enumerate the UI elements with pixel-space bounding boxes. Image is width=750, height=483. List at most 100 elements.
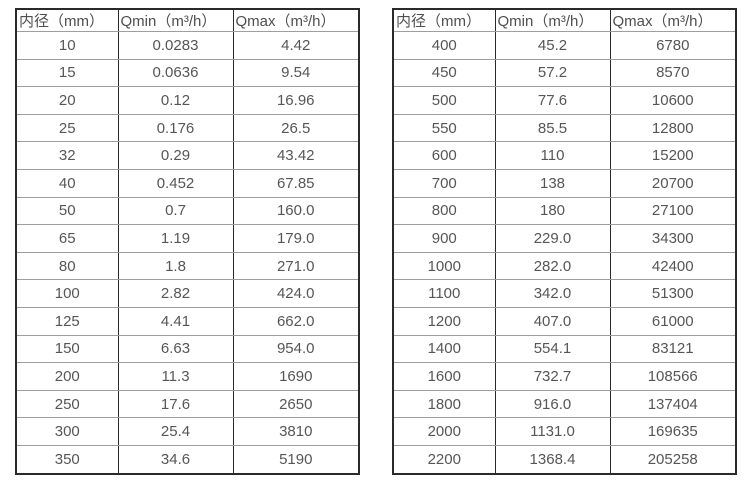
qmax-cell: 2650 — [232, 389, 360, 419]
qmax-cell: 169635 — [609, 417, 737, 446]
qmin-cell: 85.5 — [494, 113, 611, 143]
diameter-cell: 800 — [392, 196, 496, 226]
qmax-cell: 51300 — [609, 279, 737, 308]
diameter-cell: 1000 — [392, 251, 496, 281]
table-row: 15 0.0636 9.54 — [15, 58, 360, 88]
qmin-cell: 0.29 — [117, 141, 234, 170]
qmin-cell: 11.3 — [117, 362, 234, 391]
table-row: 65 1.19 179.0 — [15, 224, 360, 253]
qmin-cell: 229.0 — [494, 224, 611, 253]
table-row: 600 110 15200 — [392, 141, 737, 170]
qmax-cell: 179.0 — [232, 224, 360, 253]
diameter-cell: 300 — [15, 417, 119, 446]
flow-spec-table-small-diameters: 内径（mm） Qmin（m³/h） Qmax（m³/h） 10 0.0283 4.4… — [15, 8, 360, 475]
diameter-cell: 1600 — [392, 362, 496, 391]
table-row: 350 34.6 5190 — [15, 444, 360, 475]
qmax-cell: 43.42 — [232, 141, 360, 170]
table-row: 1100 342.0 51300 — [392, 279, 737, 308]
table-row: 500 77.6 10600 — [392, 86, 737, 115]
table-row: 550 85.5 12800 — [392, 113, 737, 143]
qmax-cell: 6780 — [609, 31, 737, 60]
diameter-cell: 150 — [15, 334, 119, 364]
diameter-cell: 20 — [15, 86, 119, 115]
qmax-cell: 10600 — [609, 86, 737, 115]
diameter-cell: 10 — [15, 31, 119, 60]
qmin-cell: 0.0636 — [117, 58, 234, 88]
qmin-cell: 342.0 — [494, 279, 611, 308]
table-row: 2200 1368.4 205258 — [392, 444, 737, 475]
table-row: 1000 282.0 42400 — [392, 251, 737, 281]
qmax-cell: 3810 — [232, 417, 360, 446]
qmin-cell: 0.0283 — [117, 31, 234, 60]
diameter-cell: 50 — [15, 196, 119, 226]
qmin-cell: 732.7 — [494, 362, 611, 391]
qmax-cell: 27100 — [609, 196, 737, 226]
qmin-cell: 110 — [494, 141, 611, 170]
diameter-cell: 2000 — [392, 417, 496, 446]
column-header-qmax: Qmax（m³/h） — [232, 8, 360, 32]
qmin-cell: 4.41 — [117, 306, 234, 336]
table-row: 100 2.82 424.0 — [15, 279, 360, 308]
qmax-cell: 15200 — [609, 141, 737, 170]
table-row: 900 229.0 34300 — [392, 224, 737, 253]
qmax-cell: 12800 — [609, 113, 737, 143]
table-row: 2000 1131.0 169635 — [392, 417, 737, 446]
table-body: 10 0.0283 4.42 15 0.0636 9.54 20 0.12 16.96 25 0.1… — [15, 31, 360, 475]
diameter-cell: 65 — [15, 224, 119, 253]
diameter-cell: 200 — [15, 362, 119, 391]
column-header-qmax: Qmax（m³/h） — [609, 8, 737, 32]
diameter-cell: 25 — [15, 113, 119, 143]
table-row: 150 6.63 954.0 — [15, 334, 360, 364]
qmin-cell: 180 — [494, 196, 611, 226]
qmin-cell: 1.8 — [117, 251, 234, 281]
qmax-cell: 8570 — [609, 58, 737, 88]
diameter-cell: 125 — [15, 306, 119, 336]
table-row: 300 25.4 3810 — [15, 417, 360, 446]
table-row: 40 0.452 67.85 — [15, 168, 360, 198]
table-row: 1800 916.0 137404 — [392, 389, 737, 419]
column-header-diameter: 内径（mm） — [392, 8, 496, 32]
qmax-cell: 34300 — [609, 224, 737, 253]
qmax-cell: 9.54 — [232, 58, 360, 88]
qmax-cell: 26.5 — [232, 113, 360, 143]
qmin-cell: 17.6 — [117, 389, 234, 419]
diameter-cell: 1800 — [392, 389, 496, 419]
qmin-cell: 34.6 — [117, 444, 234, 475]
qmax-cell: 20700 — [609, 168, 737, 198]
header-row: 内径（mm） Qmin（m³/h） Qmax（m³/h） — [392, 8, 737, 32]
qmin-cell: 2.82 — [117, 279, 234, 308]
qmin-cell: 407.0 — [494, 306, 611, 336]
diameter-cell: 1400 — [392, 334, 496, 364]
diameter-cell: 900 — [392, 224, 496, 253]
table-row: 450 57.2 8570 — [392, 58, 737, 88]
qmin-cell: 282.0 — [494, 251, 611, 281]
column-header-qmin: Qmin（m³/h） — [117, 8, 234, 32]
qmin-cell: 57.2 — [494, 58, 611, 88]
table-row: 1200 407.0 61000 — [392, 306, 737, 336]
diameter-cell: 15 — [15, 58, 119, 88]
table-row: 25 0.176 26.5 — [15, 113, 360, 143]
qmax-cell: 160.0 — [232, 196, 360, 226]
qmin-cell: 25.4 — [117, 417, 234, 446]
diameter-cell: 450 — [392, 58, 496, 88]
qmax-cell: 137404 — [609, 389, 737, 419]
table-row: 20 0.12 16.96 — [15, 86, 360, 115]
table-row: 80 1.8 271.0 — [15, 251, 360, 281]
diameter-cell: 350 — [15, 444, 119, 475]
qmax-cell: 67.85 — [232, 168, 360, 198]
table-row: 200 11.3 1690 — [15, 362, 360, 391]
diameter-cell: 600 — [392, 141, 496, 170]
qmin-cell: 1368.4 — [494, 444, 611, 475]
diameter-cell: 1200 — [392, 306, 496, 336]
flow-spec-table-large-diameters: 内径（mm） Qmin（m³/h） Qmax（m³/h） 400 45.2 6780… — [392, 8, 737, 475]
table-row: 50 0.7 160.0 — [15, 196, 360, 226]
table-row: 700 138 20700 — [392, 168, 737, 198]
qmax-cell: 16.96 — [232, 86, 360, 115]
qmax-cell: 42400 — [609, 251, 737, 281]
qmin-cell: 45.2 — [494, 31, 611, 60]
column-header-qmin: Qmin（m³/h） — [494, 8, 611, 32]
table-row: 800 180 27100 — [392, 196, 737, 226]
qmax-cell: 108566 — [609, 362, 737, 391]
diameter-cell: 100 — [15, 279, 119, 308]
